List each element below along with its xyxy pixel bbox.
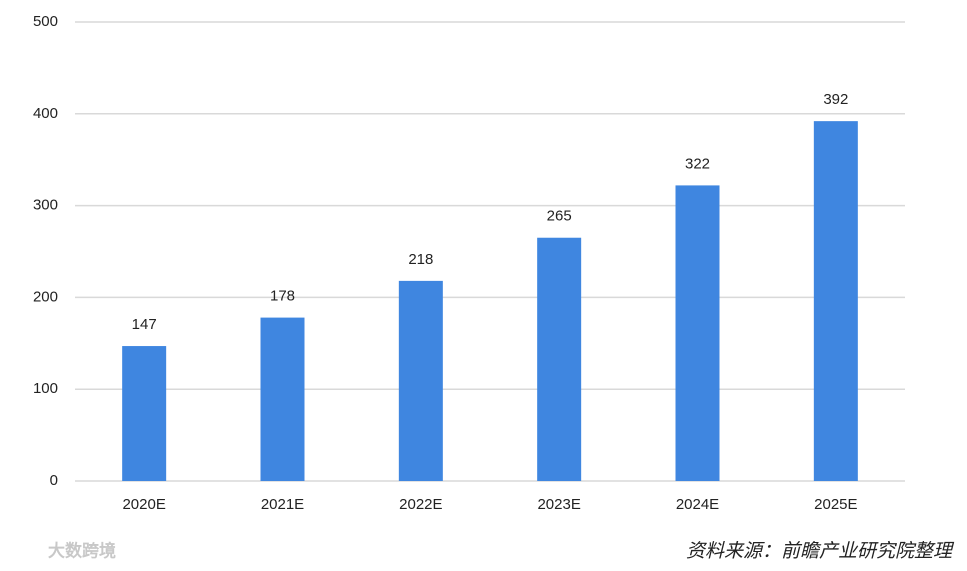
bar [813,121,858,482]
data-label: 265 [547,208,572,225]
x-tick-label: 2020E [122,496,165,513]
bar [260,317,305,481]
watermark: 大数跨境 [48,540,116,560]
y-tick-label: 500 [33,13,58,30]
x-tick-label: 2021E [261,496,304,513]
x-tick-label: 2024E [676,496,719,513]
bar [675,185,720,482]
bar [122,346,167,481]
y-tick-label: 200 [33,288,58,305]
x-tick-label: 2025E [814,496,857,513]
data-label: 392 [823,91,848,108]
bar [398,280,443,481]
data-label: 147 [132,316,157,333]
y-tick-label: 400 [33,105,58,122]
data-label: 322 [685,155,710,172]
y-tick-label: 300 [33,197,58,214]
y-tick-label: 0 [50,472,58,489]
source-note: 资料来源：前瞻产业研究院整理 [686,540,955,562]
x-tick-label: 2023E [537,496,580,513]
y-tick-label: 100 [33,380,58,397]
data-label: 178 [270,288,295,305]
x-tick-label: 2022E [399,496,442,513]
bar [537,237,582,481]
data-label: 218 [408,251,433,268]
